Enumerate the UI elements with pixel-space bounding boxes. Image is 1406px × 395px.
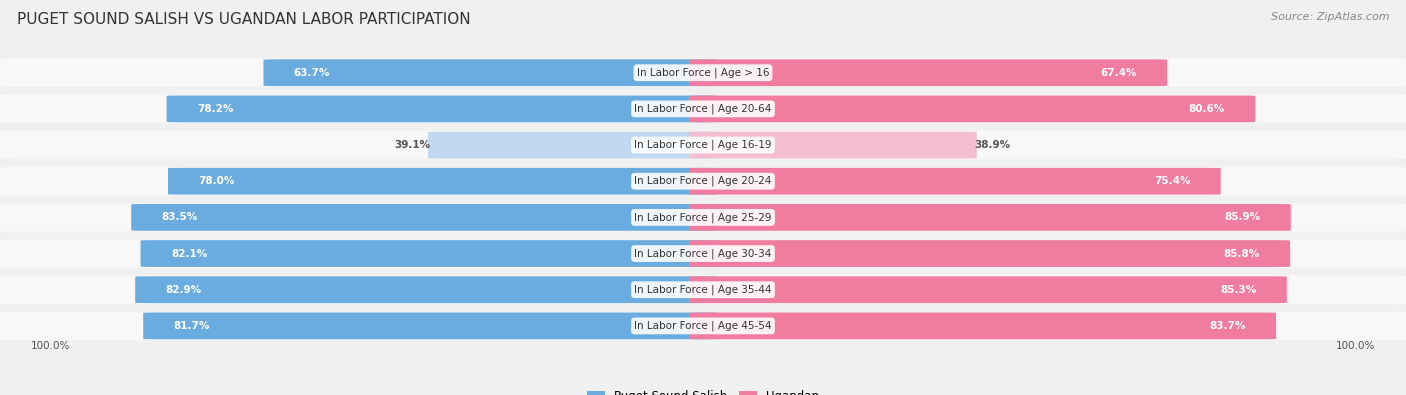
FancyBboxPatch shape [689,132,977,158]
Text: 39.1%: 39.1% [395,140,430,150]
FancyBboxPatch shape [167,96,717,122]
Text: 85.3%: 85.3% [1220,285,1257,295]
Text: 80.6%: 80.6% [1189,104,1225,114]
Text: PUGET SOUND SALISH VS UGANDAN LABOR PARTICIPATION: PUGET SOUND SALISH VS UGANDAN LABOR PART… [17,12,471,27]
Text: 100.0%: 100.0% [31,341,70,351]
Text: In Labor Force | Age 20-64: In Labor Force | Age 20-64 [634,103,772,114]
FancyBboxPatch shape [0,95,1406,123]
FancyBboxPatch shape [689,204,1291,231]
Text: In Labor Force | Age 35-44: In Labor Force | Age 35-44 [634,284,772,295]
FancyBboxPatch shape [689,276,1286,303]
FancyBboxPatch shape [689,59,1167,86]
FancyBboxPatch shape [131,204,717,231]
FancyBboxPatch shape [143,312,717,339]
FancyBboxPatch shape [689,168,1220,195]
Text: 100.0%: 100.0% [1336,341,1375,351]
FancyBboxPatch shape [689,240,1291,267]
Text: 38.9%: 38.9% [974,140,1010,150]
Text: 78.2%: 78.2% [197,104,233,114]
Text: In Labor Force | Age > 16: In Labor Force | Age > 16 [637,68,769,78]
Text: 78.0%: 78.0% [198,176,235,186]
Text: Source: ZipAtlas.com: Source: ZipAtlas.com [1271,12,1389,22]
Text: In Labor Force | Age 30-34: In Labor Force | Age 30-34 [634,248,772,259]
FancyBboxPatch shape [689,96,1256,122]
Text: 83.5%: 83.5% [162,213,198,222]
Text: 85.9%: 85.9% [1225,213,1261,222]
FancyBboxPatch shape [689,312,1277,339]
Text: In Labor Force | Age 25-29: In Labor Force | Age 25-29 [634,212,772,223]
FancyBboxPatch shape [0,131,1406,159]
FancyBboxPatch shape [167,168,717,195]
Text: In Labor Force | Age 16-19: In Labor Force | Age 16-19 [634,140,772,150]
Text: 83.7%: 83.7% [1209,321,1246,331]
FancyBboxPatch shape [0,167,1406,196]
FancyBboxPatch shape [141,240,717,267]
Text: 81.7%: 81.7% [173,321,209,331]
FancyBboxPatch shape [0,58,1406,87]
Text: 85.8%: 85.8% [1223,248,1260,259]
Text: 75.4%: 75.4% [1154,176,1191,186]
Text: 63.7%: 63.7% [294,68,330,78]
FancyBboxPatch shape [0,203,1406,231]
FancyBboxPatch shape [0,276,1406,304]
Text: 67.4%: 67.4% [1101,68,1137,78]
FancyBboxPatch shape [0,312,1406,340]
Text: In Labor Force | Age 45-54: In Labor Force | Age 45-54 [634,321,772,331]
Text: In Labor Force | Age 20-24: In Labor Force | Age 20-24 [634,176,772,186]
FancyBboxPatch shape [0,239,1406,268]
FancyBboxPatch shape [263,59,717,86]
FancyBboxPatch shape [427,132,717,158]
Legend: Puget Sound Salish, Ugandan: Puget Sound Salish, Ugandan [582,385,824,395]
Text: 82.1%: 82.1% [172,248,207,259]
FancyBboxPatch shape [135,276,717,303]
Text: 82.9%: 82.9% [166,285,201,295]
